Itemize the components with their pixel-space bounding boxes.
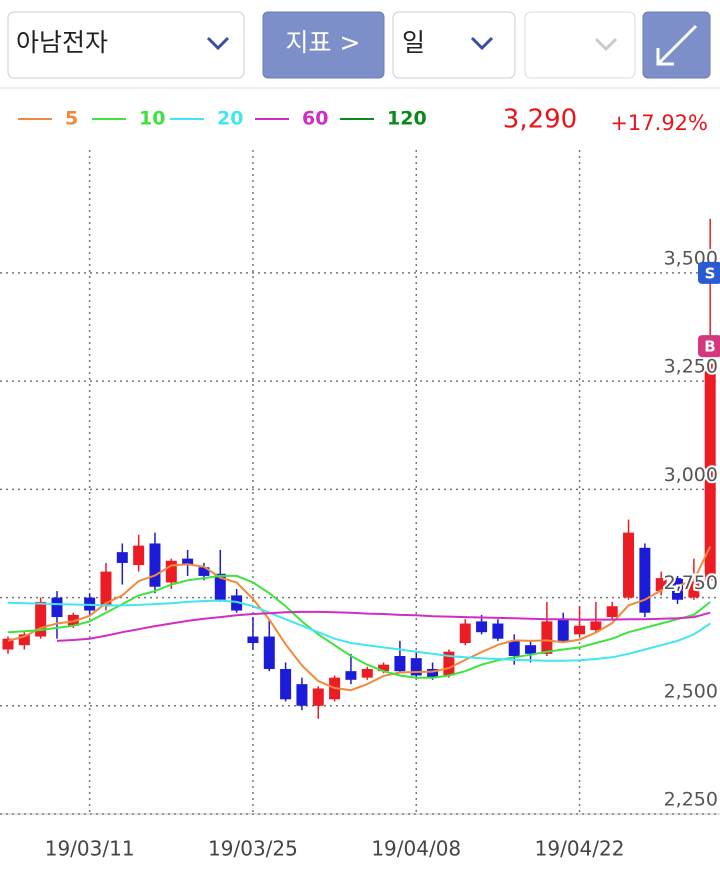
candle-body [116,552,128,563]
candle-body [606,606,618,618]
order-marker-label: B [704,338,715,356]
x-tick-label: 19/03/25 [208,837,298,861]
candle-body [639,547,651,613]
candle-body [312,688,324,706]
select-box[interactable] [7,11,245,79]
order-marker [698,261,720,284]
x-tick-label: 19/04/08 [371,837,461,861]
candle-body [508,640,520,657]
y-tick-label: 2,750 [664,572,718,594]
candle-body [688,578,700,598]
candle-body [214,573,226,600]
candle-body [361,668,373,678]
ma-line [7,599,711,662]
ma-line [56,610,711,642]
y-tick-label: 3,250 [664,356,718,378]
stock-select[interactable]: 아남전자 [7,11,245,79]
period-select[interactable]: 일 [392,11,516,79]
ma-line [7,546,712,692]
candle-body [476,621,488,633]
legend-label: 10 [139,108,165,130]
current-price: 3,290 [503,105,577,135]
button-bg[interactable] [262,11,385,79]
candle-body [574,625,586,635]
select-box[interactable] [392,11,516,79]
button-label[interactable]: 지표 > [286,28,361,57]
stock-name[interactable]: 아남전자 [16,28,108,57]
ma-line [7,574,711,679]
x-tick-label: 19/03/11 [45,837,135,861]
candle-body [149,543,161,587]
candle-body [182,558,194,566]
candle-body [378,664,390,672]
candle-body [35,601,47,637]
candle-body [459,623,471,644]
indicator-button[interactable]: 지표 > [262,11,385,79]
order-marker-label: S [705,264,716,282]
expand-icon [656,24,698,66]
legend-label: 20 [217,108,243,130]
order-marker [698,335,720,358]
chevron [470,36,494,51]
candle-body [590,621,602,631]
x-tick-label: 19/04/22 [535,837,625,861]
candle-body [231,595,243,611]
expand-button[interactable] [642,11,711,79]
candle-body [198,567,210,576]
chevron [206,36,230,51]
candle-body [18,634,30,646]
y-tick-label: 2,500 [664,680,718,702]
candle-body [280,668,292,700]
candle-body [345,671,357,680]
candle-body [410,658,422,676]
candle-body [492,623,504,639]
candle-body [51,597,63,618]
legend: 5 10 20 60 120 [18,108,427,130]
candle-body [67,614,79,626]
legend-label: 60 [302,108,328,130]
candle-body [263,636,275,669]
candle-body [623,532,635,598]
price-change: +17.92% [610,111,708,135]
chevron [594,37,618,52]
candle-body [655,578,667,592]
plot-area: 19/03/11 19/03/25 19/04/08 19/04/22 2,250 2,5… [0,150,720,861]
period[interactable]: 일 [402,28,425,57]
candle-body [427,668,439,678]
y-tick-label: 3,000 [664,464,718,486]
candle-body [296,684,308,706]
candle-body [394,656,406,672]
candle-body [165,560,177,583]
candle-body [541,621,553,654]
legend-label: 5 [65,108,78,130]
candle-body [100,571,112,607]
candle-body [247,636,259,644]
candle-body [704,363,716,581]
candle-body [2,638,14,650]
empty-select[interactable] [524,11,636,79]
candle-body [133,545,145,566]
y-tick-label: 2,250 [664,789,718,811]
candle-body [672,578,684,600]
candle-body [443,651,455,676]
select-box[interactable] [524,11,636,79]
candle-body [525,645,537,654]
candle-body [557,619,569,641]
legend-label: 120 [387,108,427,130]
